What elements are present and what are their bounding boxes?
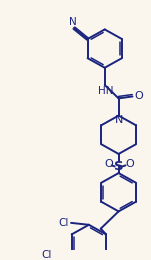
Text: Cl: Cl — [59, 218, 69, 228]
Text: O: O — [125, 159, 134, 170]
Text: S: S — [114, 160, 123, 173]
Text: HN: HN — [98, 86, 113, 96]
Text: Cl: Cl — [42, 250, 52, 260]
Text: O: O — [104, 159, 113, 170]
Text: N: N — [114, 115, 123, 125]
Text: N: N — [69, 17, 77, 27]
Text: O: O — [134, 92, 143, 101]
